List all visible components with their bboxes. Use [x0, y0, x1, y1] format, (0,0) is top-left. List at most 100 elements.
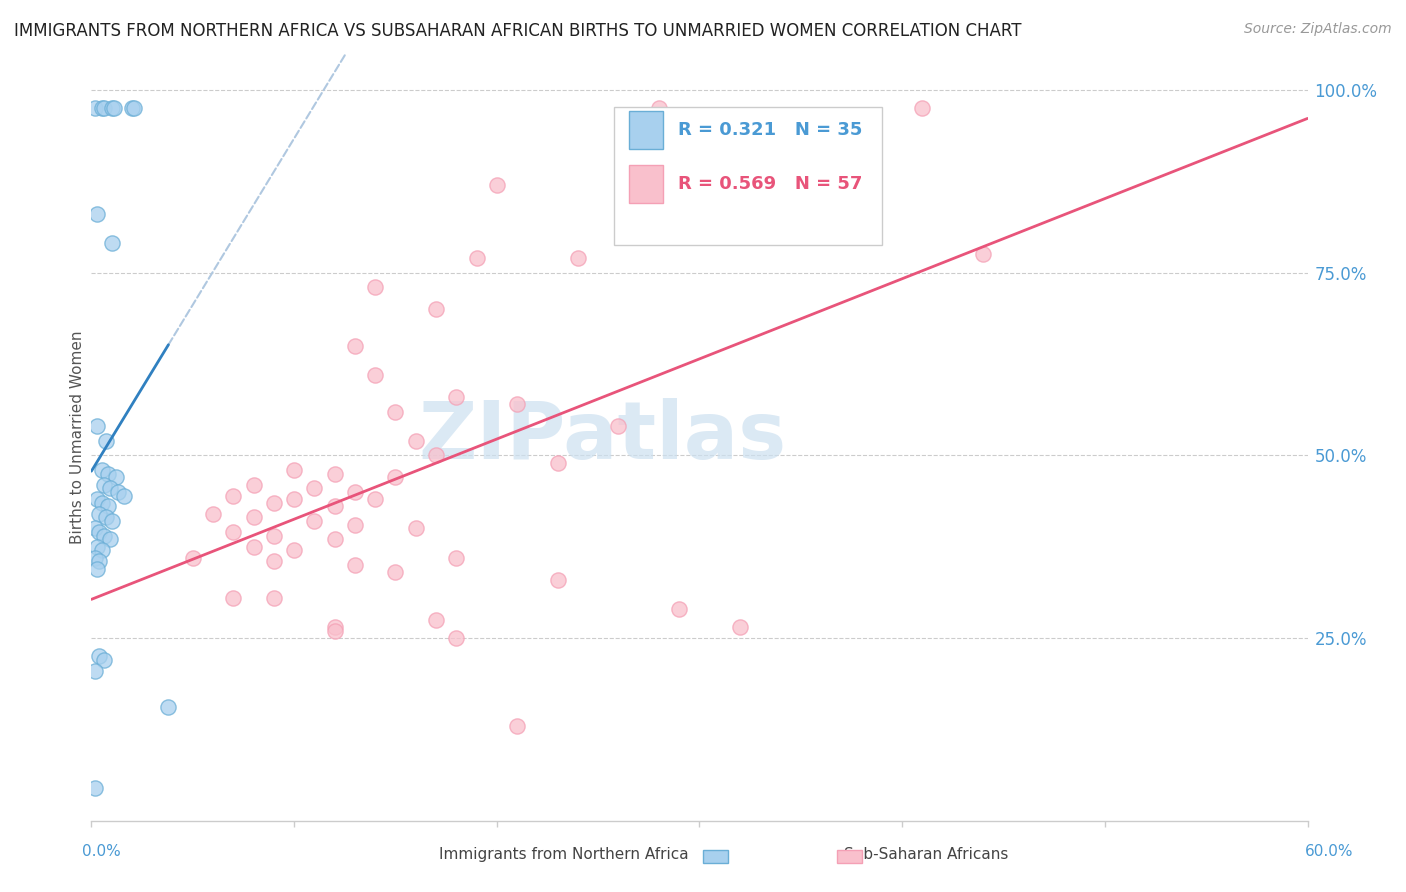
FancyBboxPatch shape	[614, 107, 882, 245]
Point	[122, 101, 145, 115]
Point	[84, 550, 107, 565]
Point	[89, 554, 111, 568]
Point	[648, 222, 671, 236]
Point	[103, 101, 125, 115]
Point	[263, 529, 285, 543]
Bar	[628, 112, 664, 150]
Point	[86, 207, 108, 221]
Point	[93, 529, 115, 543]
Point	[283, 543, 305, 558]
Point	[283, 463, 305, 477]
Text: ZIPatlas: ZIPatlas	[418, 398, 786, 476]
Point	[607, 419, 630, 434]
Point	[323, 620, 346, 634]
Point	[97, 467, 120, 481]
Point	[304, 481, 326, 495]
Point	[97, 500, 120, 514]
Point	[121, 101, 143, 115]
Point	[405, 521, 427, 535]
Point	[343, 484, 366, 499]
Point	[343, 339, 366, 353]
Text: Sub-Saharan Africans: Sub-Saharan Africans	[844, 847, 1008, 862]
Point	[90, 543, 112, 558]
Point	[364, 368, 387, 382]
Point	[323, 624, 346, 638]
Point	[405, 434, 427, 448]
Point	[242, 477, 264, 491]
Point	[911, 101, 934, 115]
Point	[506, 719, 529, 733]
Point	[364, 280, 387, 294]
Point	[202, 507, 225, 521]
Point	[485, 178, 508, 192]
Point	[343, 517, 366, 532]
Y-axis label: Births to Unmarried Women: Births to Unmarried Women	[70, 330, 84, 544]
Point	[547, 456, 569, 470]
Point	[323, 467, 346, 481]
Point	[157, 700, 180, 714]
Point	[283, 492, 305, 507]
Point	[107, 484, 129, 499]
Point	[547, 573, 569, 587]
Point	[84, 780, 107, 795]
Point	[93, 653, 115, 667]
Point	[84, 521, 107, 535]
Point	[222, 591, 245, 605]
Point	[90, 101, 112, 115]
Point	[222, 489, 245, 503]
Text: Source: ZipAtlas.com: Source: ZipAtlas.com	[1244, 22, 1392, 37]
Point	[94, 510, 117, 524]
Point	[465, 251, 488, 265]
Point	[384, 566, 406, 580]
Text: R = 0.569   N = 57: R = 0.569 N = 57	[678, 175, 862, 193]
Point	[100, 101, 122, 115]
Point	[384, 470, 406, 484]
Point	[506, 397, 529, 411]
Point	[86, 561, 108, 575]
Point	[567, 251, 589, 265]
Text: 0.0%: 0.0%	[82, 845, 121, 859]
Text: Immigrants from Northern Africa: Immigrants from Northern Africa	[439, 847, 689, 862]
Point	[444, 550, 467, 565]
Point	[104, 470, 127, 484]
Point	[323, 533, 346, 547]
Point	[304, 514, 326, 528]
Point	[343, 558, 366, 572]
Point	[263, 591, 285, 605]
Point	[98, 533, 121, 547]
Point	[93, 477, 115, 491]
Point	[425, 302, 447, 317]
Point	[263, 554, 285, 568]
Point	[364, 492, 387, 507]
Point	[93, 101, 115, 115]
Point	[89, 524, 111, 539]
Point	[728, 620, 751, 634]
Point	[263, 496, 285, 510]
Point	[444, 390, 467, 404]
Point	[425, 448, 447, 462]
Point	[84, 664, 107, 678]
Point	[222, 524, 245, 539]
Bar	[628, 165, 664, 203]
Point	[242, 510, 264, 524]
Point	[89, 649, 111, 664]
Text: R = 0.321   N = 35: R = 0.321 N = 35	[678, 121, 862, 139]
Point	[100, 514, 122, 528]
Point	[84, 101, 107, 115]
Point	[90, 496, 112, 510]
Point	[94, 434, 117, 448]
Point	[86, 419, 108, 434]
Point	[648, 101, 671, 115]
Point	[181, 550, 204, 565]
Text: IMMIGRANTS FROM NORTHERN AFRICA VS SUBSAHARAN AFRICAN BIRTHS TO UNMARRIED WOMEN : IMMIGRANTS FROM NORTHERN AFRICA VS SUBSA…	[14, 22, 1022, 40]
Point	[425, 613, 447, 627]
Point	[90, 463, 112, 477]
Point	[100, 236, 122, 251]
Point	[384, 404, 406, 418]
Point	[89, 507, 111, 521]
Point	[242, 540, 264, 554]
Point	[444, 631, 467, 645]
Point	[86, 492, 108, 507]
Text: 60.0%: 60.0%	[1305, 845, 1353, 859]
Point	[668, 601, 690, 615]
